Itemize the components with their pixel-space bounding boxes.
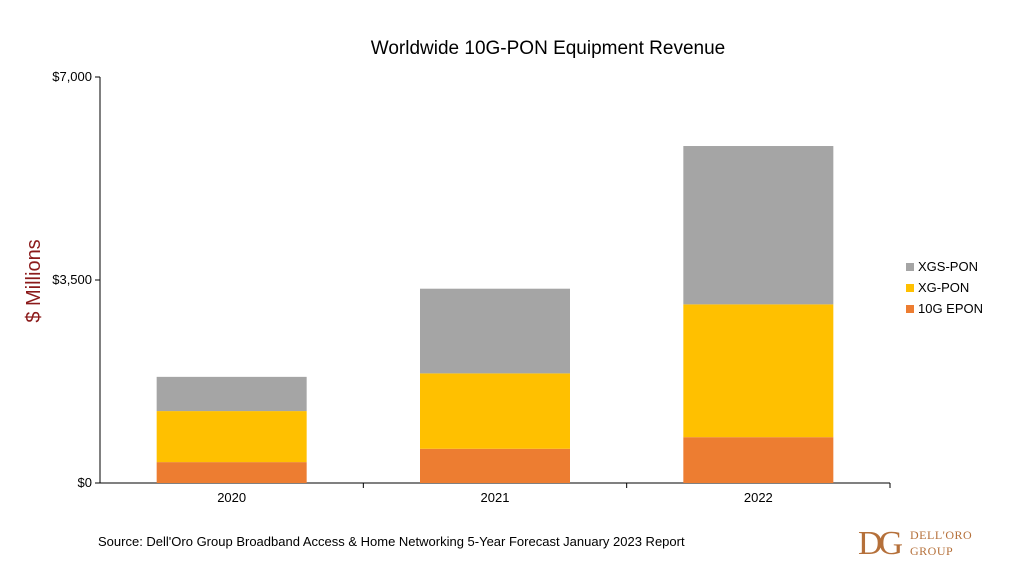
y-tick-label: $3,500 [52,272,92,287]
bar-10g-epon-2021 [420,448,570,483]
bar-xg-pon-2020 [156,411,307,463]
x-tick-label: 2020 [217,490,246,505]
bar-xg-pon-2022 [683,304,834,438]
bar-xgs-pon-2021 [420,288,570,374]
chart-title: Worldwide 10G-PON Equipment Revenue [371,38,726,59]
logo-line-2: GROUP [910,544,954,558]
logo-text: DELL'ORO GROUP [910,527,972,559]
legend-swatch [906,305,914,313]
legend: XGS-PON XG-PON 10G EPON [906,259,983,316]
bar-10g-epon-2022 [683,437,834,483]
bar-xg-pon-2021 [420,373,570,449]
bar-xgs-pon-2022 [683,146,834,305]
logo-mark: DG [858,525,903,562]
logo-line-1: DELL'ORO [910,528,973,542]
legend-swatch [906,263,914,271]
bar-10g-epon-2020 [156,462,307,483]
dell-oro-logo: DG DELL'ORO GROUP [858,523,988,563]
y-axis-label: $ Millions [23,239,45,322]
x-tick-label: 2021 [481,490,510,505]
legend-swatch [906,284,914,292]
x-tick-label: 2022 [744,490,773,505]
plot-area: $0 $3,500 $7,000 2020 2021 2022 [52,69,891,505]
y-tick-label: $0 [78,475,92,490]
bar-xgs-pon-2020 [156,376,307,412]
legend-label: 10G EPON [918,301,983,316]
legend-label: XGS-PON [918,259,978,274]
source-note: Source: Dell'Oro Group Broadband Access … [98,534,685,549]
legend-label: XG-PON [918,280,969,295]
y-tick-label: $7,000 [52,69,92,84]
